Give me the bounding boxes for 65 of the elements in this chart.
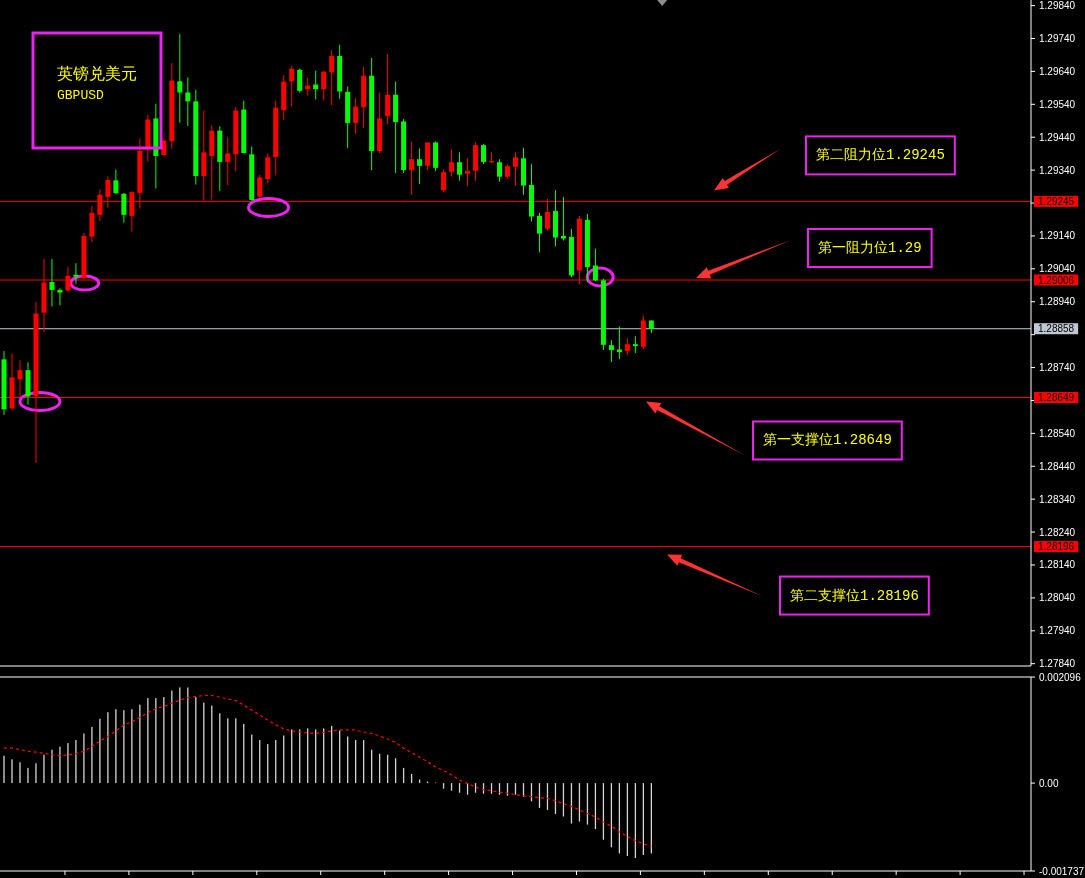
y-tick-label: 1.29140 <box>1039 230 1076 242</box>
candlestick <box>417 147 423 185</box>
candlestick <box>465 158 471 187</box>
candlestick <box>441 168 447 193</box>
candlestick <box>265 152 271 184</box>
candlestick <box>89 205 95 243</box>
candlestick <box>592 248 598 282</box>
candlestick <box>49 258 55 307</box>
candlestick <box>608 339 614 363</box>
annotation: 第二支撑位1.28196 <box>790 587 919 604</box>
candlestick <box>481 143 487 165</box>
y-tick-label: 1.29740 <box>1039 33 1076 44</box>
ref-line-label: 1.28649 <box>1038 391 1075 403</box>
y-tick-label: -0.001737 <box>1039 865 1085 877</box>
candlestick <box>177 33 183 124</box>
candlestick <box>289 65 295 107</box>
candlestick <box>57 287 63 306</box>
text: 英镑兑美元 <box>57 63 137 83</box>
ref-line-label: 1.29006 <box>1038 274 1075 286</box>
candlestick <box>425 141 431 171</box>
candlestick <box>513 151 518 187</box>
y-tick-label: 1.29840 <box>1039 0 1076 12</box>
ref-line-label: 1.29245 <box>1038 195 1075 207</box>
ref-line-label: 1.28858 <box>1038 323 1075 335</box>
y-tick-label: 1.28140 <box>1039 559 1076 571</box>
y-tick-label: 1.29040 <box>1039 263 1076 275</box>
y-tick-label: 0.002096 <box>1039 671 1082 683</box>
candlestick <box>409 140 415 196</box>
y-tick-label: 0.00 <box>1039 777 1059 789</box>
candlestick <box>297 68 303 93</box>
y-tick-label: 1.29540 <box>1039 98 1076 110</box>
ref-line-label: 1.28196 <box>1038 541 1075 553</box>
candlestick <box>121 192 127 224</box>
y-tick-label: 1.28340 <box>1039 493 1076 505</box>
text: GBPUSD <box>57 87 105 103</box>
y-tick-label: 1.28040 <box>1039 592 1076 604</box>
annotation: 第二阻力位1.29245 <box>816 147 945 164</box>
candlestick <box>449 148 455 178</box>
candlestick <box>329 49 335 106</box>
candlestick <box>497 158 503 183</box>
candlestick <box>185 76 191 127</box>
y-tick-label: 1.29640 <box>1039 65 1076 77</box>
y-tick-label: 1.28940 <box>1039 296 1076 308</box>
candlestick <box>225 136 231 186</box>
candlestick <box>353 97 359 135</box>
y-tick-label: 1.28440 <box>1039 460 1076 472</box>
annotation: 第一支撑位1.28649 <box>763 432 892 449</box>
candlestick <box>385 53 391 125</box>
y-tick-label: 1.27940 <box>1039 625 1076 637</box>
y-tick-label: 1.28540 <box>1039 427 1076 439</box>
annotation: 第一阻力位1.29 <box>818 240 922 256</box>
candlestick <box>489 151 495 164</box>
candlestick <box>321 70 327 101</box>
candlestick <box>457 151 463 182</box>
y-tick-label: 1.29440 <box>1039 131 1076 143</box>
candlestick <box>73 262 79 285</box>
y-tick-label: 1.27840 <box>1039 658 1076 670</box>
candlestick <box>560 196 566 242</box>
line-series <box>3 694 652 847</box>
candlestick <box>113 168 119 195</box>
y-tick-label: 1.28240 <box>1039 526 1076 538</box>
candlestick <box>616 325 622 360</box>
y-tick-label: 1.28740 <box>1039 362 1076 374</box>
candlestick <box>536 212 542 253</box>
y-tick-label: 1.29340 <box>1039 164 1076 176</box>
